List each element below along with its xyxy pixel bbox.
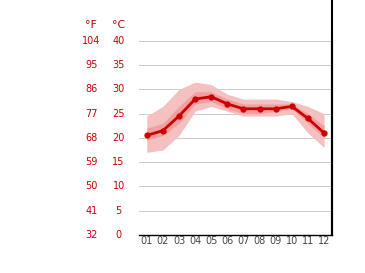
Text: 104: 104 xyxy=(82,36,100,46)
Text: 30: 30 xyxy=(112,84,125,94)
Text: 50: 50 xyxy=(85,181,97,191)
Text: °C: °C xyxy=(112,20,125,30)
Text: 5: 5 xyxy=(115,206,122,216)
Text: 40: 40 xyxy=(112,36,125,46)
Text: 35: 35 xyxy=(112,60,125,70)
Text: 0: 0 xyxy=(116,230,122,240)
Text: °F: °F xyxy=(85,20,97,30)
Text: 95: 95 xyxy=(85,60,97,70)
Text: 59: 59 xyxy=(85,157,97,167)
Text: 25: 25 xyxy=(112,109,125,119)
Text: 86: 86 xyxy=(85,84,97,94)
Text: 32: 32 xyxy=(85,230,97,240)
Text: 41: 41 xyxy=(85,206,97,216)
Text: 15: 15 xyxy=(112,157,125,167)
Text: 77: 77 xyxy=(85,109,97,119)
Text: 68: 68 xyxy=(85,133,97,143)
Text: 10: 10 xyxy=(112,181,125,191)
Text: 20: 20 xyxy=(112,133,125,143)
